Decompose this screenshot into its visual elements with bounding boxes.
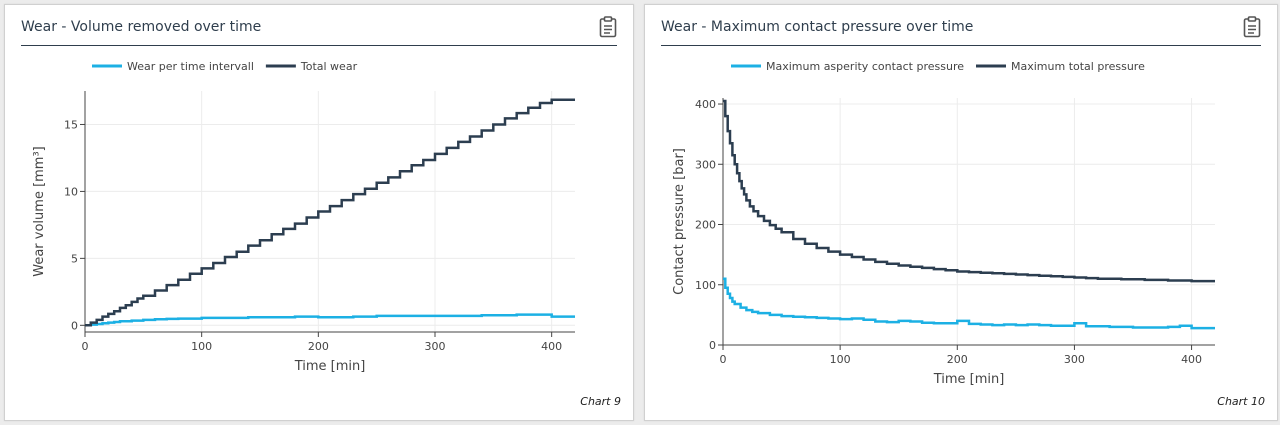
clipboard-icon[interactable] <box>599 16 617 38</box>
wear-volume-chart[interactable]: 0 100 200 300 400 0 5 10 15 Time [min] Wear volume… <box>5 46 633 386</box>
y-tick-label: 300 <box>695 158 716 171</box>
y-axis-title: Wear volume [mm³] <box>32 146 47 277</box>
x-tick-label: 0 <box>82 340 89 353</box>
y-tick-label: 0 <box>71 319 78 332</box>
x-tick-label: 400 <box>1181 353 1202 366</box>
y-tick-label: 400 <box>695 98 716 111</box>
x-axis-title: Time [min] <box>294 359 366 374</box>
legend-label: Maximum asperity contact pressure <box>766 60 964 73</box>
legend-label: Maximum total pressure <box>1011 60 1145 73</box>
x-tick-label: 0 <box>720 353 727 366</box>
panel-title: Wear - Volume removed over time <box>21 19 262 35</box>
x-tick-label: 100 <box>191 340 212 353</box>
y-tick-label: 100 <box>695 279 716 292</box>
x-tick-label: 100 <box>830 353 851 366</box>
legend: Maximum asperity contact pressure Maximum… <box>731 60 1145 73</box>
clipboard-icon[interactable] <box>1243 16 1261 38</box>
x-tick-label: 300 <box>425 340 446 353</box>
contact-pressure-chart[interactable]: 0 100 200 300 400 0 100 200 300 400 Time [min] Cont… <box>645 46 1277 386</box>
panel-title: Wear - Maximum contact pressure over tim… <box>661 19 974 35</box>
legend-label: Wear per time intervall <box>127 60 254 73</box>
x-tick-label: 300 <box>1064 353 1085 366</box>
legend: Wear per time intervall Total wear <box>92 60 358 73</box>
y-axis-title: Contact pressure [bar] <box>672 148 687 295</box>
legend-label: Total wear <box>300 60 358 73</box>
chart-caption: Chart 10 <box>1217 395 1265 408</box>
series-line-total-wear <box>85 98 575 327</box>
y-tick-label: 10 <box>64 185 78 198</box>
series-line-maximum-asperity-contact-pressure <box>723 277 1215 330</box>
x-tick-label: 400 <box>541 340 562 353</box>
series-line-wear-per-time-intervall <box>85 313 575 327</box>
x-tick-label: 200 <box>308 340 329 353</box>
x-tick-label: 200 <box>947 353 968 366</box>
chart-panel-contact-pressure: Wear - Maximum contact pressure over tim… <box>644 4 1278 421</box>
title-divider <box>21 45 617 46</box>
y-tick-label: 200 <box>695 219 716 232</box>
y-tick-label: 0 <box>709 339 716 352</box>
y-tick-label: 15 <box>64 118 78 131</box>
chart-caption: Chart 9 <box>580 395 621 408</box>
chart-panel-wear-volume: Wear - Volume removed over time 0 100 200 3… <box>4 4 634 421</box>
title-divider <box>661 45 1261 46</box>
x-axis-title: Time [min] <box>933 372 1005 386</box>
series-line-maximum-total-pressure <box>723 99 1215 283</box>
y-tick-label: 5 <box>71 252 78 265</box>
